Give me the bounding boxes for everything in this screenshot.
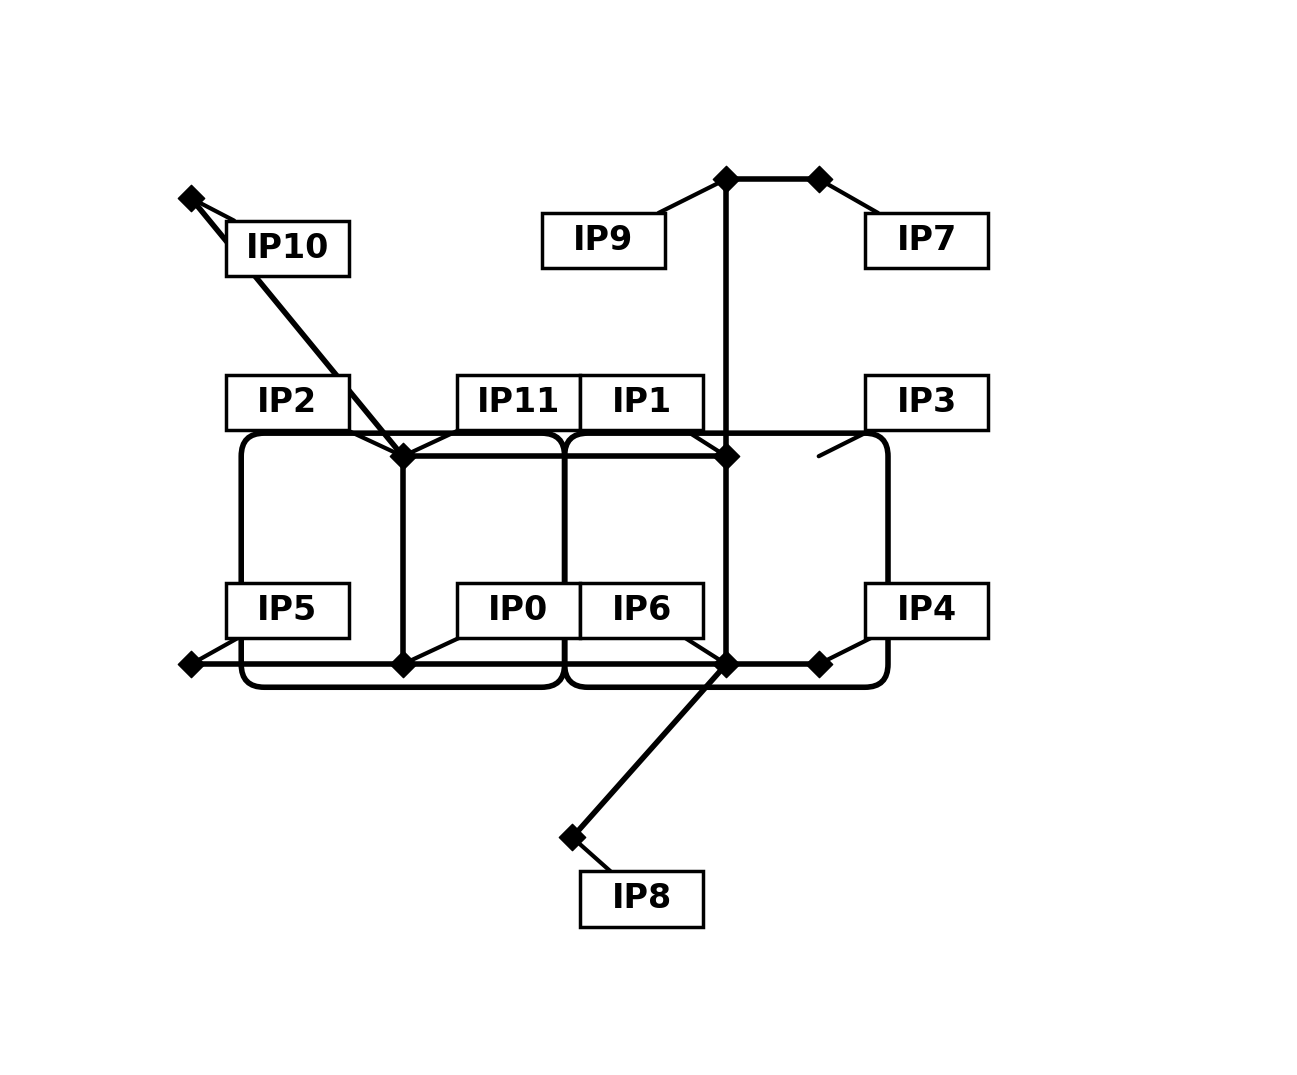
Bar <box>542 213 664 269</box>
Text: IP1: IP1 <box>612 386 672 419</box>
Text: IP7: IP7 <box>896 225 957 257</box>
Bar <box>580 374 703 430</box>
Bar <box>457 374 580 430</box>
Text: IP0: IP0 <box>488 593 549 627</box>
Text: IP9: IP9 <box>573 225 633 257</box>
Text: IP10: IP10 <box>245 232 329 264</box>
Bar <box>865 374 988 430</box>
Text: IP8: IP8 <box>611 883 672 916</box>
Bar <box>580 871 703 927</box>
Text: IP2: IP2 <box>257 386 318 419</box>
Point <box>808 171 829 188</box>
Text: IP11: IP11 <box>477 386 560 419</box>
Text: IP6: IP6 <box>611 593 672 627</box>
Point <box>808 656 829 673</box>
Bar <box>226 583 349 637</box>
Text: IP4: IP4 <box>896 593 957 627</box>
Point <box>180 189 201 206</box>
Bar <box>226 374 349 430</box>
Bar <box>226 220 349 276</box>
Point <box>180 656 201 673</box>
Bar <box>457 583 580 637</box>
Bar <box>865 213 988 269</box>
Bar <box>865 583 988 637</box>
Point <box>393 447 414 464</box>
Bar <box>580 583 703 637</box>
Text: IP3: IP3 <box>896 386 957 419</box>
Point <box>562 829 582 846</box>
Point <box>716 656 737 673</box>
Point <box>716 171 737 188</box>
Text: IP5: IP5 <box>257 593 318 627</box>
Point <box>393 656 414 673</box>
Point <box>716 447 737 464</box>
